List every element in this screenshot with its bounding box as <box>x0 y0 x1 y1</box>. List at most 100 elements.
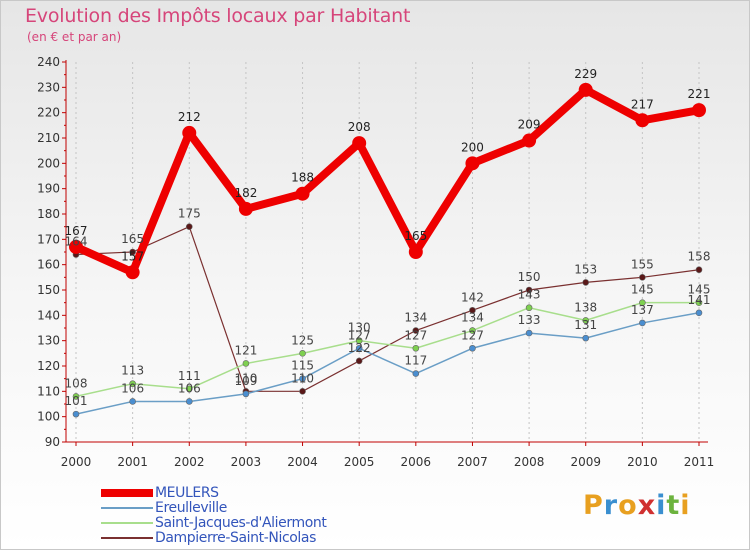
data-point <box>242 360 250 367</box>
data-point <box>639 299 646 306</box>
data-point <box>182 125 197 140</box>
y-tick-label: 100 <box>37 410 60 424</box>
data-point <box>408 245 423 259</box>
data-label: 117 <box>404 354 427 368</box>
data-point <box>129 380 136 388</box>
data-point <box>185 223 193 230</box>
x-tick-label: 2010 <box>627 455 658 469</box>
data-point <box>412 327 420 334</box>
logo-letter: x <box>637 490 657 521</box>
series-line <box>75 301 700 398</box>
y-tick-label: 180 <box>37 207 60 221</box>
y-tick-label: 130 <box>37 334 60 348</box>
data-label: 121 <box>234 343 257 357</box>
chart-title: Evolution des Impôts locaux par Habitant <box>25 5 411 27</box>
x-tick-label: 2008 <box>514 455 545 469</box>
legend-label: Dampierre-Saint-Nicolas <box>155 530 316 546</box>
data-label: 141 <box>688 293 711 307</box>
legend-swatch <box>101 489 153 497</box>
data-label: 137 <box>631 303 654 317</box>
data-point <box>412 344 420 352</box>
data-label: 110 <box>234 371 257 385</box>
x-tick-label: 2009 <box>570 455 601 469</box>
legend-label: MEULERS <box>155 485 219 501</box>
data-point <box>695 299 703 306</box>
data-point <box>352 136 367 151</box>
data-point <box>242 390 250 398</box>
data-label: 110 <box>291 371 314 385</box>
data-label: 143 <box>518 288 541 302</box>
data-point <box>295 186 310 201</box>
data-label: 165 <box>404 229 427 243</box>
data-label: 158 <box>688 250 711 264</box>
data-label: 153 <box>574 262 597 276</box>
data-label: 150 <box>518 270 541 284</box>
x-tick-label: 2002 <box>174 455 205 469</box>
data-label: 127 <box>404 328 427 342</box>
data-label: 108 <box>65 376 88 390</box>
y-tick-label: 140 <box>37 308 60 322</box>
data-point <box>525 329 533 337</box>
data-point <box>355 337 363 344</box>
data-label: 217 <box>631 97 654 111</box>
data-point <box>692 103 706 118</box>
y-tick-label: 240 <box>37 55 60 69</box>
legend-swatch <box>101 537 153 539</box>
data-label: 133 <box>518 313 541 327</box>
series-line <box>75 312 700 415</box>
data-label: 111 <box>178 369 201 383</box>
y-tick-label: 230 <box>37 80 60 94</box>
data-label: 212 <box>178 110 201 124</box>
data-label: 167 <box>65 224 88 238</box>
y-tick-label: 110 <box>37 384 60 398</box>
data-label: 130 <box>348 321 371 335</box>
data-point <box>72 393 80 400</box>
data-label: 142 <box>461 290 484 304</box>
series-line <box>72 85 703 277</box>
data-point <box>72 410 80 418</box>
x-tick-label: 2001 <box>117 455 148 469</box>
data-label: 208 <box>348 120 371 134</box>
data-label: 155 <box>631 257 654 271</box>
data-label: 145 <box>631 283 654 297</box>
data-label: 145 <box>688 283 711 297</box>
y-tick-label: 170 <box>37 232 60 246</box>
data-label: 175 <box>178 207 201 221</box>
logo-letter: o <box>618 490 638 521</box>
y-tick-label: 190 <box>37 182 60 196</box>
data-label: 209 <box>518 118 541 132</box>
data-point <box>635 113 650 128</box>
data-point <box>412 370 420 377</box>
data-label: 101 <box>65 394 88 408</box>
x-tick-label: 2011 <box>684 455 715 469</box>
data-label: 182 <box>234 186 257 200</box>
data-label: 109 <box>234 374 257 388</box>
data-label: 134 <box>404 311 427 325</box>
data-point <box>578 82 593 97</box>
x-tick-label: 2000 <box>61 455 92 469</box>
x-tick-label: 2003 <box>231 455 262 469</box>
legend-swatch <box>101 522 153 524</box>
data-point <box>582 334 590 342</box>
chart-subtitle: (en € et par an) <box>27 30 122 44</box>
data-point <box>125 265 140 280</box>
data-label: 138 <box>574 300 597 314</box>
logo-letter: i <box>656 490 667 521</box>
legend-label: Saint-Jacques-d'Aliermont <box>155 515 327 531</box>
data-label: 221 <box>688 87 711 101</box>
data-point <box>185 398 193 405</box>
data-label: 164 <box>65 235 88 249</box>
data-point <box>695 309 703 317</box>
y-tick-label: 200 <box>37 156 60 170</box>
data-label: 127 <box>461 328 484 342</box>
legend-label: Ereulleville <box>155 500 227 516</box>
y-tick-label: 210 <box>37 131 60 145</box>
data-label: 157 <box>121 249 144 263</box>
data-label: 115 <box>291 359 314 373</box>
data-point <box>639 319 646 327</box>
data-label: 113 <box>121 364 144 378</box>
data-label: 134 <box>461 311 484 325</box>
data-label: 106 <box>178 381 201 395</box>
